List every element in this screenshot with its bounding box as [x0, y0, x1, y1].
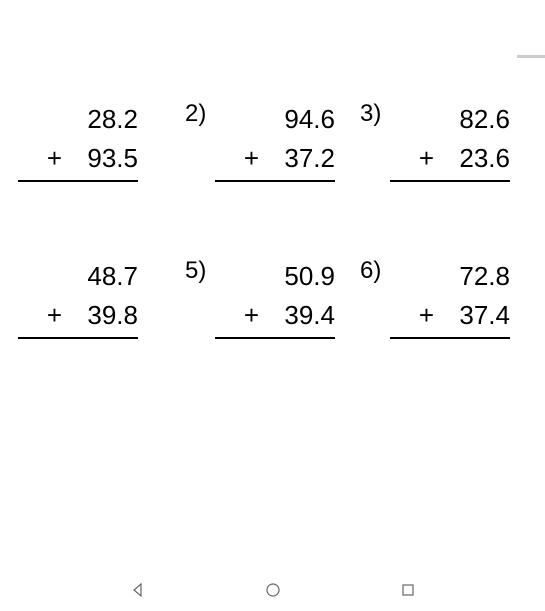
- problem-number-label: 6): [360, 257, 390, 285]
- operator: +: [419, 296, 434, 335]
- problem-number-label: 3): [360, 100, 390, 128]
- sum-line: [215, 180, 335, 182]
- addend-top-line: 50.9: [215, 257, 335, 296]
- addend-bottom-line: + 93.5: [18, 139, 138, 178]
- problem-row: 48.7 + 39.8 5) 50.9 + 39.4: [10, 257, 535, 339]
- problem-1: 28.2 + 93.5: [10, 100, 185, 182]
- addend-bottom-line: + 39.4: [215, 296, 335, 335]
- operator: +: [47, 296, 62, 335]
- addend-bottom-line: + 23.6: [390, 139, 510, 178]
- problem-row: 28.2 + 93.5 2) 94.6 + 37.2: [10, 100, 535, 182]
- addition-problem: 94.6 + 37.2: [215, 100, 335, 182]
- problem-number-label: 5): [185, 257, 215, 285]
- problem-4: 48.7 + 39.8: [10, 257, 185, 339]
- sum-line: [18, 337, 138, 339]
- addend-bottom: 93.5: [78, 139, 138, 178]
- addend-bottom: 37.4: [450, 296, 510, 335]
- addend-top: 72.8: [450, 257, 510, 296]
- android-navbar: [0, 581, 545, 599]
- addend-bottom-line: + 37.4: [390, 296, 510, 335]
- addend-bottom: 23.6: [450, 139, 510, 178]
- sum-line: [18, 180, 138, 182]
- problem-number-label: 2): [185, 100, 215, 128]
- worksheet-content: 28.2 + 93.5 2) 94.6 + 37.2: [0, 100, 545, 414]
- addend-top-line: 94.6: [215, 100, 335, 139]
- addend-bottom-line: + 39.8: [18, 296, 138, 335]
- back-icon[interactable]: [129, 581, 147, 599]
- addend-top-line: 28.2: [18, 100, 138, 139]
- addend-bottom: 39.8: [78, 296, 138, 335]
- sum-line: [390, 180, 510, 182]
- addition-problem: 82.6 + 23.6: [390, 100, 510, 182]
- addend-bottom: 39.4: [275, 296, 335, 335]
- operator: +: [244, 139, 259, 178]
- addition-problem: 28.2 + 93.5: [18, 100, 138, 182]
- addition-problem: 50.9 + 39.4: [215, 257, 335, 339]
- sum-line: [215, 337, 335, 339]
- addend-top: 50.9: [275, 257, 335, 296]
- operator: +: [419, 139, 434, 178]
- page-edge-mark: [517, 55, 545, 58]
- recent-apps-icon[interactable]: [399, 581, 417, 599]
- addend-bottom: 37.2: [275, 139, 335, 178]
- addend-top: 94.6: [275, 100, 335, 139]
- problem-5: 5) 50.9 + 39.4: [185, 257, 360, 339]
- operator: +: [244, 296, 259, 335]
- addend-bottom-line: + 37.2: [215, 139, 335, 178]
- operator: +: [47, 139, 62, 178]
- addition-problem: 48.7 + 39.8: [18, 257, 138, 339]
- addition-problem: 72.8 + 37.4: [390, 257, 510, 339]
- sum-line: [390, 337, 510, 339]
- addend-top-line: 82.6: [390, 100, 510, 139]
- problem-6: 6) 72.8 + 37.4: [360, 257, 535, 339]
- problem-2: 2) 94.6 + 37.2: [185, 100, 360, 182]
- addend-top: 82.6: [450, 100, 510, 139]
- addend-top: 28.2: [78, 100, 138, 139]
- home-icon[interactable]: [264, 581, 282, 599]
- addend-top-line: 48.7: [18, 257, 138, 296]
- addend-top-line: 72.8: [390, 257, 510, 296]
- addend-top: 48.7: [78, 257, 138, 296]
- problem-3: 3) 82.6 + 23.6: [360, 100, 535, 182]
